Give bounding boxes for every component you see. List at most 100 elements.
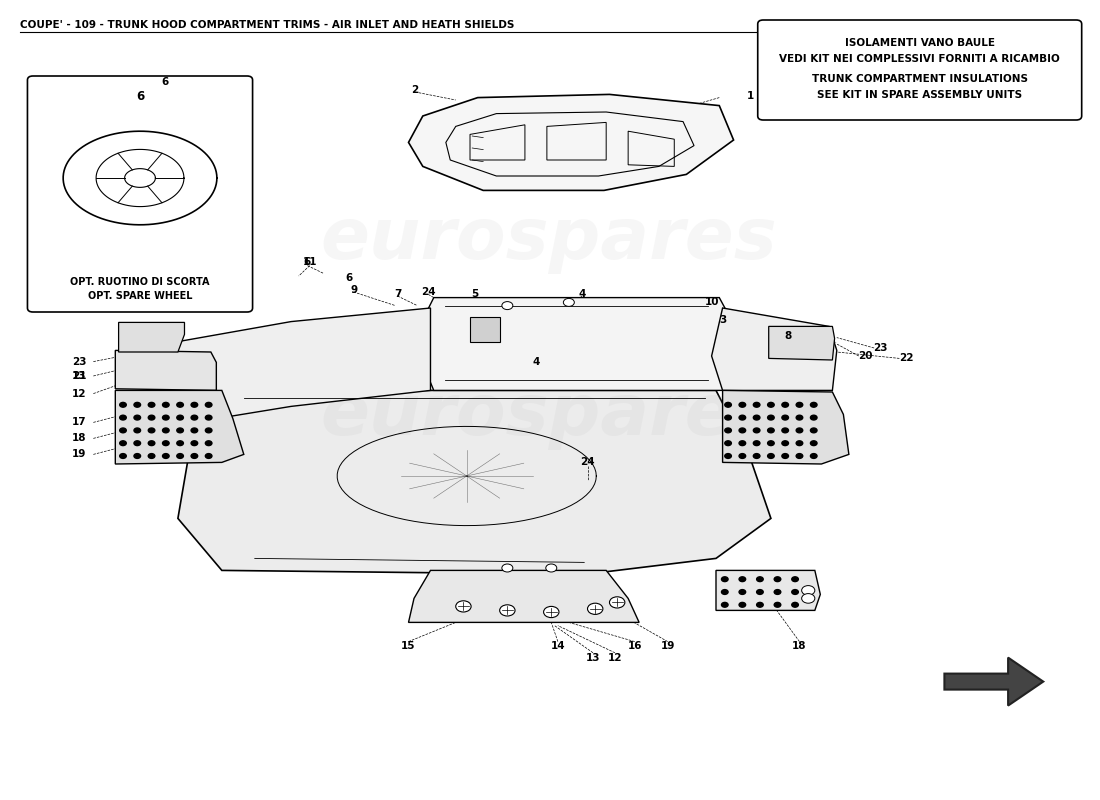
Circle shape [792,590,799,594]
Circle shape [206,415,212,420]
Text: 6: 6 [345,274,353,283]
FancyBboxPatch shape [758,20,1081,120]
Circle shape [811,454,817,458]
Circle shape [768,441,774,446]
Circle shape [782,441,789,446]
Circle shape [543,606,559,618]
Circle shape [148,454,155,458]
Circle shape [754,415,760,420]
Circle shape [120,415,127,420]
Circle shape [206,441,212,446]
Text: OPT. SPARE WHEEL: OPT. SPARE WHEEL [88,291,192,301]
Polygon shape [945,658,1043,706]
Text: 19: 19 [660,642,675,651]
Circle shape [725,428,732,433]
Circle shape [163,415,169,420]
Text: 10: 10 [704,298,719,307]
Text: 14: 14 [551,642,565,651]
Circle shape [163,441,169,446]
Text: 8: 8 [785,331,792,341]
Text: 7: 7 [394,290,402,299]
Circle shape [757,590,763,594]
Text: 15: 15 [402,642,416,651]
Circle shape [739,415,746,420]
Circle shape [739,402,746,407]
Circle shape [177,454,184,458]
Circle shape [177,415,184,420]
Circle shape [739,441,746,446]
Circle shape [792,577,799,582]
Polygon shape [116,350,217,390]
Circle shape [725,402,732,407]
Polygon shape [116,390,244,464]
Circle shape [782,454,789,458]
Circle shape [754,402,760,407]
Circle shape [120,454,127,458]
Circle shape [774,602,781,607]
Text: 13: 13 [72,371,86,381]
Circle shape [191,441,198,446]
Circle shape [191,428,198,433]
Circle shape [502,564,513,572]
Text: 6: 6 [304,258,311,267]
Circle shape [177,441,184,446]
Text: 1: 1 [747,91,754,101]
Circle shape [754,441,760,446]
Circle shape [191,402,198,407]
Circle shape [177,402,184,407]
Circle shape [739,428,746,433]
Circle shape [148,402,155,407]
Text: 13: 13 [586,653,601,662]
Polygon shape [716,570,821,610]
Circle shape [120,402,127,407]
Circle shape [722,602,728,607]
Circle shape [191,415,198,420]
Circle shape [206,428,212,433]
Text: 9: 9 [350,285,358,294]
Circle shape [563,298,574,306]
Text: 4: 4 [579,290,585,299]
Text: 16: 16 [627,642,642,651]
Circle shape [587,603,603,614]
Circle shape [739,454,746,458]
Text: 17: 17 [72,418,87,427]
Circle shape [134,415,141,420]
Text: 6: 6 [161,77,168,86]
Circle shape [802,586,815,595]
Polygon shape [408,570,639,622]
Text: TRUNK COMPARTMENT INSULATIONS: TRUNK COMPARTMENT INSULATIONS [812,74,1027,84]
FancyBboxPatch shape [28,76,253,312]
Circle shape [796,441,803,446]
Text: 6: 6 [136,90,144,102]
Polygon shape [178,390,771,574]
Circle shape [163,402,169,407]
Circle shape [722,590,728,594]
Text: 3: 3 [719,315,726,325]
Circle shape [768,402,774,407]
Circle shape [134,402,141,407]
Circle shape [206,454,212,458]
Polygon shape [156,308,430,426]
Text: 18: 18 [72,434,86,443]
Text: 20: 20 [858,351,872,361]
Polygon shape [119,322,185,352]
Circle shape [191,454,198,458]
Text: 5: 5 [471,290,478,299]
Text: 21: 21 [72,371,86,381]
Circle shape [739,577,746,582]
Circle shape [796,402,803,407]
Circle shape [811,441,817,446]
Circle shape [757,602,763,607]
Text: 23: 23 [72,357,86,366]
Text: 12: 12 [607,653,623,662]
Text: OPT. RUOTINO DI SCORTA: OPT. RUOTINO DI SCORTA [70,278,210,287]
Text: SEE KIT IN SPARE ASSEMBLY UNITS: SEE KIT IN SPARE ASSEMBLY UNITS [817,90,1022,100]
Circle shape [120,441,127,446]
Circle shape [768,428,774,433]
Circle shape [811,415,817,420]
Text: 24: 24 [580,458,595,467]
Polygon shape [419,298,738,390]
Polygon shape [470,317,499,342]
Circle shape [499,605,515,616]
Text: ISOLAMENTI VANO BAULE: ISOLAMENTI VANO BAULE [845,38,994,49]
